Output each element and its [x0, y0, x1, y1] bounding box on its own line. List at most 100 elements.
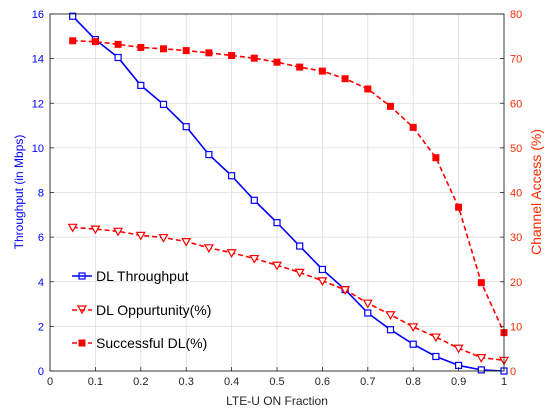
series-1-point	[181, 237, 192, 247]
series-2-point	[182, 47, 190, 55]
y-left-tick-label: 0	[38, 366, 44, 378]
series-2-point	[387, 102, 394, 110]
y-right-tick-label: 60	[510, 98, 522, 110]
series-1-point	[271, 261, 283, 271]
series-0-point	[69, 12, 77, 20]
series-1-point	[385, 311, 396, 320]
series-1-point	[249, 254, 260, 264]
series-2-point	[205, 49, 213, 57]
x-tick-label: 0.5	[269, 376, 284, 388]
series-2-point	[273, 58, 281, 66]
legend-triangle-marker	[76, 305, 88, 315]
legend-label-successful: Successful DL(%)	[96, 335, 207, 351]
y-left-tick-label: 10	[32, 143, 44, 155]
series-0-point	[250, 196, 258, 204]
y-right-tick-label: 20	[510, 277, 522, 289]
series-1-point	[476, 354, 487, 363]
legend-item-successful: Successful DL(%)	[72, 335, 207, 351]
legend: DL Throughput DL Oppurtunity(%) Successf…	[72, 268, 211, 351]
series-2-point	[137, 43, 145, 51]
series-2-point	[114, 40, 122, 48]
series-0-point	[477, 366, 485, 374]
x-tick-label: 0.2	[133, 376, 148, 388]
series-0-point	[318, 265, 326, 274]
y-right-tick-label: 80	[510, 9, 522, 21]
series-0-point	[114, 53, 122, 62]
series-1-point	[362, 299, 373, 309]
series-2-point	[91, 38, 99, 46]
series-0-point	[137, 81, 145, 90]
y-left-tick-label: 2	[38, 321, 44, 333]
legend-label-throughput: DL Throughput	[96, 268, 189, 284]
series-2-point	[228, 52, 236, 60]
series-2-point	[455, 203, 463, 211]
series-1-point	[226, 249, 237, 258]
series-2-point	[160, 45, 167, 53]
x-axis-label: LTE-U ON Fraction	[226, 394, 328, 408]
series-0-point	[205, 150, 213, 159]
x-tick-label: 0.6	[315, 376, 330, 388]
series-2-point	[432, 154, 440, 162]
series-0-point	[273, 219, 281, 227]
y-left-tick-label: 4	[38, 277, 44, 289]
x-tick-label: 0	[47, 376, 53, 388]
y-axis-label-right: Channel Access (%)	[528, 129, 544, 255]
series-2-point	[69, 37, 77, 45]
y-right-tick-label: 50	[510, 143, 522, 155]
x-tick-label: 0.3	[179, 376, 194, 388]
series-1-point	[317, 277, 328, 287]
series-2-point	[477, 279, 485, 287]
legend-label-opportunity: DL Oppurtunity(%)	[96, 302, 211, 318]
series-1-point	[158, 233, 169, 243]
series-2-point	[341, 75, 349, 83]
series-0-point	[432, 352, 440, 361]
x-tick-label: 0.9	[451, 376, 466, 388]
series-1-point	[113, 227, 124, 237]
y-left-tick-label: 12	[32, 98, 44, 110]
series-layer	[67, 12, 510, 375]
series-1-point	[203, 244, 214, 254]
series-1-point	[453, 344, 464, 354]
y-axis-label-left: Throughput (in Mbps)	[12, 135, 26, 250]
y-right-tick-label: 10	[510, 321, 522, 333]
x-tick-label: 0.7	[360, 376, 375, 388]
x-tick-label: 0.8	[406, 376, 421, 388]
legend-item-opportunity: DL Oppurtunity(%)	[72, 302, 211, 318]
y-left-tick-label: 8	[38, 188, 44, 200]
y-right-tick-label: 70	[510, 54, 522, 66]
series-0-point	[386, 326, 395, 334]
series-2-point	[364, 85, 372, 93]
series-0-point	[364, 309, 372, 317]
series-line-2	[72, 39, 505, 333]
series-1-point	[135, 231, 146, 241]
y-left-tick-label: 14	[32, 54, 44, 66]
x-tick-label: 0.1	[88, 376, 103, 388]
y-right-tick-label: 30	[510, 232, 522, 244]
series-2-point	[296, 63, 304, 71]
series-line-0	[72, 15, 505, 372]
y-right-tick-label: 40	[510, 188, 522, 200]
series-1-point	[90, 225, 101, 235]
series-0-point	[228, 172, 236, 180]
x-tick-label: 0.4	[224, 376, 239, 388]
series-0-point	[182, 123, 190, 131]
legend-item-throughput: DL Throughput	[72, 268, 189, 284]
series-1-point	[67, 223, 78, 233]
series-2-point	[318, 67, 326, 75]
series-1-point	[340, 286, 351, 295]
axes-layer: 0 0.1 0.2 0.3 0.4 0.5 0.6 0.7 0.8 0.9 102468101214…	[32, 9, 523, 388]
legend-filled-marker	[78, 339, 86, 347]
series-0-point	[159, 100, 168, 108]
series-2-point	[409, 123, 417, 131]
y-left-tick-label: 16	[32, 9, 44, 21]
series-1-point	[294, 268, 305, 278]
y-left-tick-label: 6	[38, 232, 44, 244]
y-right-tick-label: 0	[510, 366, 516, 378]
x-tick-label: 1	[501, 376, 507, 388]
legend-square-marker	[78, 272, 86, 280]
series-1-point	[408, 323, 419, 333]
series-1-point	[430, 333, 441, 343]
series-0-point	[296, 242, 304, 250]
series-0-point	[409, 340, 417, 348]
